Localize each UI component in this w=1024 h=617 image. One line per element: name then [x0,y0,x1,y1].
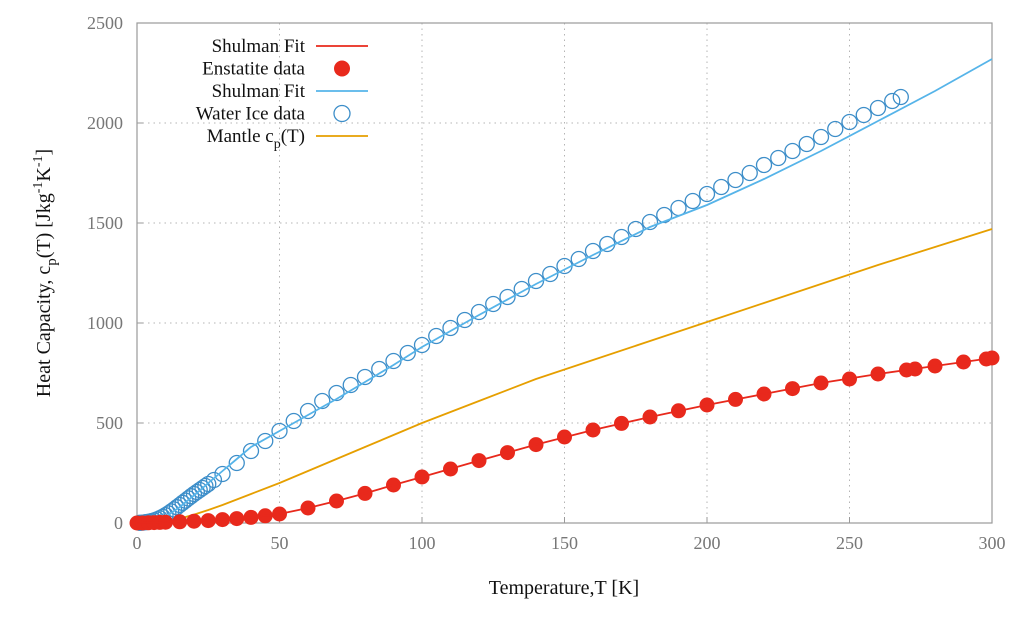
data-point [599,235,616,253]
data-point [641,213,659,231]
data-point [841,113,858,131]
data-point [165,501,183,518]
series-line [136,58,993,524]
series-0 [136,357,993,524]
data-point [770,149,787,167]
data-point [191,481,208,499]
data-point [827,120,844,138]
data-point [884,92,901,110]
y-tick-label: 2000 [87,113,123,133]
data-point [399,344,416,362]
series-3 [131,88,909,531]
data-point [171,496,188,514]
data-point [470,303,488,321]
x-tick-label: 100 [409,533,436,553]
series-line [136,357,993,524]
data-point [242,442,260,460]
tick-layer: 0 50 100 150 200 250 300 0 500 1000 1500 2000 2500 [87,13,1006,553]
x-tick-label: 300 [979,533,1006,553]
data-point [177,492,194,509]
data-point [442,319,459,337]
legend-label: Water Ice data [196,104,306,125]
data-point [513,280,530,298]
data-point [188,483,206,501]
data-point [180,490,197,507]
data-point [542,265,559,283]
legend-swatch [333,104,351,123]
data-point [200,475,217,493]
legend-label: Shulman Fit [212,81,306,102]
legend-label: Mantle cp(T) [207,126,305,152]
data-point [741,164,758,182]
legend-label: Shulman Fit [212,36,306,57]
series-1 [129,350,1000,531]
x-tick-label: 250 [836,533,863,553]
data-point [684,192,701,210]
data-point [314,392,331,410]
x-axis-label: Temperature,T [K] [489,577,639,599]
data-point [182,488,200,505]
data-point [869,99,887,117]
data-point [784,142,801,160]
data-point [727,171,744,189]
data-point [214,465,231,483]
data-point [755,156,773,174]
data-point [892,88,909,106]
y-tick-label: 0 [114,513,123,533]
y-tick-label: 2500 [87,13,123,33]
data-point [456,311,473,329]
data-point [205,471,223,489]
x-tick-label: 0 [133,533,142,553]
data-point [713,178,730,196]
data-point [228,454,245,472]
data-point [285,412,302,430]
data-point [271,422,288,440]
data-point [174,494,191,511]
x-tick-label: 50 [271,533,289,553]
data-point [185,485,203,503]
y-axis-label: Heat Capacity, cp(T) [Jkg-1K-1] [31,149,60,397]
data-point [413,336,431,354]
legend-label: Enstatite data [202,59,305,80]
y-tick-label: 500 [96,413,123,433]
data-point [798,135,815,153]
x-tick-label: 200 [694,533,721,553]
series-layer [129,58,1000,531]
data-point [328,384,345,402]
x-tick-label: 150 [551,533,578,553]
series-2 [136,58,993,524]
data-point [168,499,186,516]
data-point [299,402,317,420]
data-point [499,288,516,306]
data-point [197,477,214,495]
data-point [698,185,716,203]
data-point [656,206,673,224]
data-point [428,327,445,345]
data-point [812,128,830,146]
y-tick-label: 1500 [87,213,123,233]
data-point [584,242,602,260]
data-point [627,220,644,238]
data-point [613,228,630,246]
legend-swatch [334,60,350,77]
data-point [257,432,274,450]
data-point [194,479,211,497]
y-tick-label: 1000 [87,313,123,333]
data-point [855,106,872,124]
